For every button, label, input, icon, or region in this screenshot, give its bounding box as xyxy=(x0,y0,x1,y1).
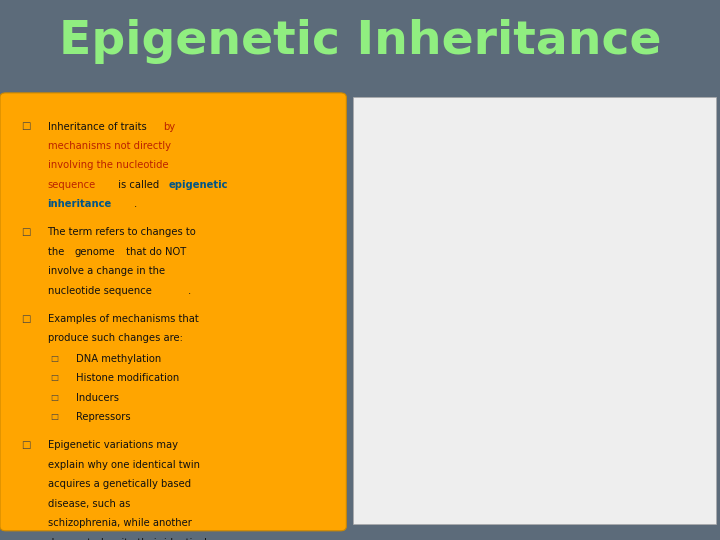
Text: that do NOT: that do NOT xyxy=(123,247,186,257)
Text: involve a change in the: involve a change in the xyxy=(48,266,165,276)
Text: Examples of mechanisms that: Examples of mechanisms that xyxy=(48,314,198,324)
Text: Repressors: Repressors xyxy=(76,412,131,422)
Text: mechanisms not directly: mechanisms not directly xyxy=(48,141,171,151)
Text: Inheritance of traits: Inheritance of traits xyxy=(48,122,149,132)
Text: The term refers to changes to: The term refers to changes to xyxy=(48,227,197,238)
Text: □: □ xyxy=(22,122,31,132)
Text: sequence: sequence xyxy=(48,180,96,190)
Text: is called: is called xyxy=(115,180,163,190)
Text: genome: genome xyxy=(75,247,115,257)
Text: .: . xyxy=(188,286,192,296)
Text: .: . xyxy=(134,199,138,210)
Text: □: □ xyxy=(50,412,58,421)
Text: by: by xyxy=(163,122,175,132)
Text: DNA methylation: DNA methylation xyxy=(76,354,161,364)
Text: involving the nucleotide: involving the nucleotide xyxy=(48,160,168,171)
FancyBboxPatch shape xyxy=(0,93,346,531)
Text: disease, such as: disease, such as xyxy=(48,498,130,509)
Text: □: □ xyxy=(22,314,31,324)
Text: Epigenetic variations may: Epigenetic variations may xyxy=(48,440,178,450)
Text: produce such changes are:: produce such changes are: xyxy=(48,333,182,343)
Text: □: □ xyxy=(50,354,58,363)
Text: does not, despite their identical: does not, despite their identical xyxy=(48,537,207,540)
Text: Epigenetic Inheritance: Epigenetic Inheritance xyxy=(59,19,661,64)
FancyBboxPatch shape xyxy=(353,97,716,524)
Text: the: the xyxy=(48,247,67,257)
Text: □: □ xyxy=(22,440,31,450)
Text: Inducers: Inducers xyxy=(76,393,120,403)
Text: schizophrenia, while another: schizophrenia, while another xyxy=(48,518,192,528)
Text: inheritance: inheritance xyxy=(48,199,112,210)
Text: nucleotide sequence: nucleotide sequence xyxy=(48,286,151,296)
Text: explain why one identical twin: explain why one identical twin xyxy=(48,460,199,470)
Text: Histone modification: Histone modification xyxy=(76,373,179,383)
Text: □: □ xyxy=(50,373,58,382)
Text: □: □ xyxy=(50,393,58,402)
Text: □: □ xyxy=(22,227,31,238)
Text: epigenetic: epigenetic xyxy=(168,180,228,190)
Text: acquires a genetically based: acquires a genetically based xyxy=(48,479,191,489)
